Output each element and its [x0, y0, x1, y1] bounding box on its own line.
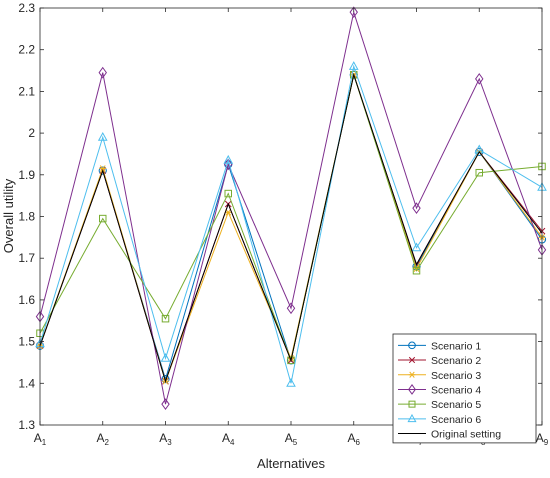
series-marker [160, 352, 171, 362]
series-marker [161, 375, 170, 384]
x-tick-label: A1 [34, 431, 47, 447]
y-tick-label: 1.3 [18, 418, 35, 432]
series-layer [35, 6, 547, 411]
series-line [39, 64, 543, 384]
series-marker [475, 168, 483, 177]
series-marker [412, 202, 421, 215]
legend-label: Scenario 6 [431, 414, 481, 426]
y-tick-label: 1.4 [18, 376, 35, 390]
series-line [39, 10, 543, 405]
series-marker [287, 356, 295, 365]
x-tick-label: A2 [97, 431, 110, 447]
series-7 [39, 72, 543, 383]
series-marker [223, 154, 234, 164]
series-marker [99, 165, 107, 172]
y-axis-title: Overall utility [1, 178, 16, 253]
legend-label: Scenario 5 [431, 399, 481, 411]
legend-label: Scenario 1 [431, 340, 481, 352]
legend-label: Original setting [431, 429, 501, 441]
series-marker [97, 131, 108, 141]
y-tick-label: 1.6 [18, 293, 35, 307]
series-marker [98, 166, 107, 175]
legend-box [392, 333, 537, 444]
y-tick-label: 1.8 [18, 210, 35, 224]
series-marker [224, 189, 232, 198]
y-tick-label: 2.2 [18, 43, 35, 57]
y-tick-label: 2.3 [18, 1, 35, 15]
legend-item: Scenario 5 [398, 399, 481, 411]
series-marker [349, 6, 358, 19]
series-marker [99, 214, 107, 223]
series-marker [411, 242, 422, 252]
legend: Scenario 1 Scenario 2 Scenario 3 Scenario 4… [392, 333, 537, 444]
legend-item: Scenario 6 [398, 414, 481, 426]
legend-item: Scenario 1 [398, 340, 481, 352]
series-marker [161, 314, 170, 323]
x-tick-label: A4 [222, 431, 235, 447]
legend-item: Scenario 2 [398, 355, 481, 367]
x-tick-label: A3 [159, 431, 172, 447]
series-marker [286, 302, 296, 315]
legend-marker [408, 400, 416, 408]
y-tick-label: 1.5 [18, 335, 35, 349]
x-tick-label: A5 [285, 431, 298, 447]
axis-layer: 1.3 1.4 1.5 1.6 1.7 1.8 1.9 2 2.1 2.2 2.3 A1 A2 A3 A4 A… [18, 1, 548, 447]
x-tick-label: A9 [536, 431, 549, 447]
legend-marker [407, 413, 417, 423]
legend-label: Scenario 2 [431, 355, 481, 367]
legend-marker [408, 383, 416, 395]
y-tick-label: 1.9 [18, 168, 35, 182]
y-tick-label: 1.7 [18, 251, 35, 265]
legend-label: Scenario 3 [431, 370, 481, 382]
series-marker [412, 266, 421, 275]
x-tick-label: A6 [348, 431, 361, 447]
series-marker [98, 66, 107, 79]
legend-marker [408, 371, 416, 378]
series-marker [348, 61, 359, 70]
legend-item: Scenario 3 [398, 370, 481, 382]
series-marker [286, 378, 296, 387]
legend-marker [408, 341, 416, 350]
legend-marker [408, 356, 416, 364]
series-line [39, 72, 543, 383]
legend-label: Scenario 4 [431, 384, 481, 396]
series-marker [475, 73, 484, 85]
series-marker [224, 209, 232, 216]
legend-item: Scenario 4 [398, 383, 481, 396]
x-axis-title: Alternatives [257, 456, 325, 471]
y-tick-label: 2 [28, 126, 35, 140]
y-tick-label: 2.1 [18, 84, 35, 98]
legend-item: Original setting [398, 429, 501, 441]
series-marker [161, 398, 170, 411]
